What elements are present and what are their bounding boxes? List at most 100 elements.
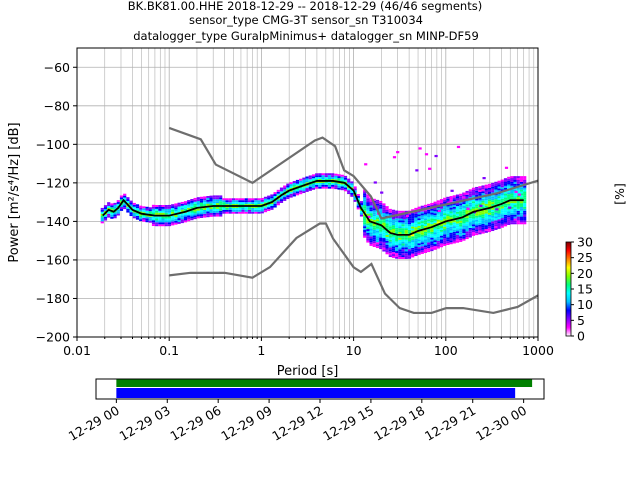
heatmap-cell: [452, 214, 456, 217]
heatmap-cell: [372, 229, 376, 232]
heatmap-cell: [356, 205, 360, 208]
heatmap-cell: [238, 205, 242, 208]
heatmap-cell: [375, 232, 380, 235]
heatmap-cell: [404, 247, 408, 250]
heatmap-cell: [155, 220, 159, 223]
heatmap-cell: [455, 204, 460, 207]
heatmap-cell: [449, 197, 453, 200]
heatmap-cell: [471, 218, 476, 221]
heatmap-cell: [503, 212, 508, 215]
heatmap-cell: [497, 184, 501, 187]
heatmap-cell: [286, 183, 290, 186]
heatmap-cell: [475, 198, 479, 201]
heatmap-cell: [209, 214, 213, 217]
heatmap-cell: [427, 225, 431, 228]
heatmap-cell: [379, 222, 383, 225]
heatmap-cell: [494, 195, 498, 198]
heatmap-cell: [468, 222, 472, 224]
heatmap-cell: [215, 203, 220, 206]
heatmap-cell: [494, 212, 498, 215]
heatmap-cell: [500, 212, 504, 215]
colorbar-tick-label: 5: [577, 313, 585, 328]
heatmap-cell: [350, 194, 354, 197]
heatmap-cell: [139, 217, 143, 220]
heatmap-cell: [337, 180, 341, 182]
heatmap-cell: [519, 187, 524, 190]
heatmap-cell: [417, 231, 421, 234]
heatmap-cell: [270, 198, 274, 201]
heatmap-cell: [193, 217, 197, 220]
heatmap-cell: [359, 204, 364, 207]
heatmap-cell: [455, 238, 460, 241]
heatmap-cell: [484, 221, 488, 224]
heatmap-cell: [516, 201, 520, 204]
heatmap-cell: [491, 200, 495, 203]
heatmap-cell: [363, 208, 367, 211]
heatmap-cell: [311, 185, 316, 188]
heatmap-cell: [475, 231, 479, 234]
heatmap-cell: [439, 212, 444, 215]
heatmap-cell: [402, 217, 406, 220]
heatmap-cell: [423, 229, 428, 232]
heatmap-cell: [388, 249, 392, 252]
heatmap-cell: [478, 203, 482, 206]
heatmap-cell: [263, 202, 268, 205]
heatmap-cell: [449, 213, 453, 216]
heatmap-cell: [411, 240, 415, 243]
heatmap-cell: [340, 188, 344, 191]
heatmap-cell: [462, 213, 466, 216]
heatmap-cell: [363, 206, 367, 209]
heatmap-cell: [497, 211, 501, 214]
heatmap-cell: [459, 232, 463, 235]
heatmap-cell: [142, 219, 146, 222]
heatmap-cell: [231, 204, 236, 206]
heatmap-cell: [420, 221, 424, 224]
heatmap-cell: [209, 203, 213, 206]
heatmap-cell: [107, 207, 111, 210]
heatmap-cell: [414, 227, 418, 230]
heatmap-cell: [190, 204, 194, 207]
heatmap-cell: [228, 198, 232, 201]
heatmap-cell: [302, 185, 306, 188]
heatmap-cell: [388, 233, 392, 236]
heatmap-cell: [494, 228, 498, 230]
heatmap-cell: [161, 222, 165, 225]
heatmap-cell: [411, 253, 415, 256]
heatmap-cell: [455, 221, 460, 224]
heatmap-cell: [446, 243, 450, 245]
heatmap-cell: [247, 211, 252, 214]
heatmap-cell: [369, 215, 373, 218]
heatmap-cell: [305, 186, 309, 189]
heatmap-cell: [497, 180, 501, 183]
heatmap-cell: [382, 211, 386, 213]
heatmap-cell: [177, 202, 181, 205]
heatmap-cell: [484, 198, 488, 201]
heatmap-cell: [497, 219, 501, 222]
heatmap-cell: [385, 246, 389, 249]
heatmap-cell: [462, 196, 466, 199]
heatmap-cell: [439, 235, 444, 238]
heatmap-cell: [478, 211, 482, 214]
heatmap-cell: [465, 212, 469, 215]
heatmap-cell: [292, 186, 296, 189]
heatmap-cell: [398, 216, 402, 219]
heatmap-cell: [443, 218, 447, 221]
heatmap-cell: [465, 206, 469, 209]
low-noise-model-line: [169, 222, 538, 315]
heatmap-cell: [139, 209, 143, 212]
heatmap-cell: [427, 240, 431, 243]
heatmap-cell: [203, 204, 207, 207]
heatmap-cell: [516, 195, 520, 198]
heatmap-cell: [500, 225, 504, 228]
heatmap-cell: [148, 220, 152, 223]
heatmap-cell: [516, 187, 520, 190]
heatmap-cell: [462, 229, 466, 232]
heatmap-cell: [494, 222, 498, 225]
heatmap-cell: [363, 214, 367, 217]
heatmap-cell: [433, 207, 437, 210]
x-tick-label: 0.1: [159, 343, 179, 358]
heatmap-cell: [119, 205, 124, 208]
heatmap-cell: [491, 225, 495, 228]
heatmap-cell: [311, 180, 316, 183]
heatmap-cell: [187, 200, 191, 203]
